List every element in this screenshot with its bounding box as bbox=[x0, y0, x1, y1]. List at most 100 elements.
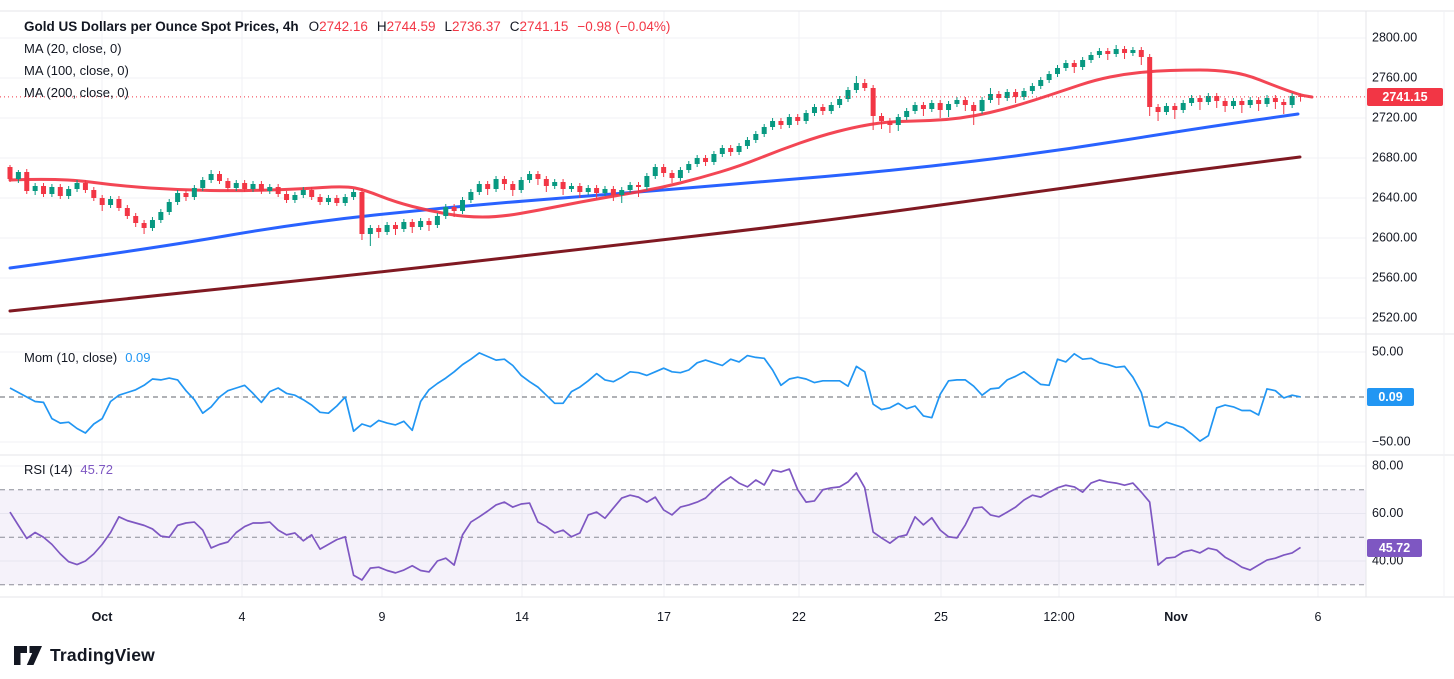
candle-body bbox=[610, 189, 616, 195]
candle-body bbox=[636, 185, 641, 187]
candle-body bbox=[677, 170, 683, 178]
candle-body bbox=[1298, 95, 1304, 97]
candle-body bbox=[1163, 106, 1169, 112]
axis-tick-label: 2680.00 bbox=[1372, 150, 1417, 164]
time-axis-label: 22 bbox=[792, 610, 806, 624]
candle-body bbox=[418, 221, 424, 227]
candle-body bbox=[962, 100, 968, 105]
ma200-legend[interactable]: MA (200, close, 0) bbox=[24, 85, 129, 100]
candle-body bbox=[1272, 98, 1278, 102]
candle-body bbox=[367, 228, 373, 234]
candle-body bbox=[108, 199, 114, 205]
candle-body bbox=[577, 186, 583, 192]
time-axis-label: 9 bbox=[379, 610, 386, 624]
tradingview-logo[interactable]: TradingView bbox=[14, 645, 155, 666]
candle-body bbox=[644, 176, 650, 187]
close-label: C bbox=[509, 19, 520, 34]
candle-body bbox=[1230, 101, 1236, 106]
candle-body bbox=[937, 103, 943, 110]
tradingview-glyph-icon bbox=[14, 646, 42, 665]
candle-body bbox=[619, 190, 625, 195]
candle-body bbox=[292, 195, 298, 200]
candle-body bbox=[1130, 50, 1136, 53]
candle-body bbox=[66, 189, 72, 196]
candle-body bbox=[351, 192, 357, 197]
candle-body bbox=[434, 216, 440, 225]
candle-body bbox=[703, 158, 709, 162]
symbol-title[interactable]: Gold US Dollars per Ounce Spot Prices, 4… bbox=[24, 19, 299, 34]
candle-body bbox=[1205, 96, 1211, 102]
candle-body bbox=[585, 188, 591, 192]
candle-body bbox=[862, 83, 868, 88]
candle-body bbox=[1122, 49, 1128, 53]
change-value: −0.98 (−0.04%) bbox=[577, 19, 671, 34]
candle-body bbox=[744, 140, 750, 146]
ma20-line bbox=[8, 68, 1314, 219]
candle-body bbox=[594, 188, 600, 193]
time-axis-label: 14 bbox=[515, 610, 529, 624]
candle-body bbox=[32, 186, 38, 191]
candle-body bbox=[317, 197, 323, 202]
time-axis-label: 4 bbox=[239, 610, 246, 624]
candle-body bbox=[124, 208, 130, 216]
mom-value-badge: 0.09 bbox=[1367, 388, 1414, 406]
candle-body bbox=[460, 200, 466, 211]
candle-body bbox=[91, 190, 97, 198]
candle-body bbox=[1055, 68, 1060, 74]
candle-body bbox=[853, 83, 859, 90]
candle-body bbox=[258, 184, 264, 191]
candle-body bbox=[158, 212, 164, 220]
candle-body bbox=[82, 183, 88, 190]
candle-body bbox=[74, 183, 80, 189]
candle-body bbox=[217, 174, 222, 181]
candle-body bbox=[728, 148, 734, 152]
axis-tick-label: 2800.00 bbox=[1372, 30, 1417, 44]
candle-body bbox=[233, 183, 239, 188]
candle-body bbox=[325, 198, 331, 202]
rsi-label[interactable]: RSI (14) bbox=[24, 462, 73, 477]
candle-body bbox=[954, 100, 960, 104]
candle-body bbox=[99, 198, 105, 205]
axis-tick-label: 50.00 bbox=[1372, 344, 1403, 358]
momentum-series-line bbox=[9, 352, 1301, 442]
axis-tick-label: 2640.00 bbox=[1372, 190, 1417, 204]
candle-body bbox=[7, 167, 13, 179]
candle-body bbox=[1155, 107, 1161, 112]
open-label: O bbox=[308, 19, 320, 34]
candle-body bbox=[376, 228, 382, 232]
axis-tick-label: −50.00 bbox=[1372, 434, 1411, 448]
candle-body bbox=[1063, 63, 1069, 68]
candle-body bbox=[225, 181, 231, 188]
candle-body bbox=[1172, 106, 1178, 110]
ma20-legend[interactable]: MA (20, close, 0) bbox=[24, 41, 122, 56]
candle-body bbox=[41, 186, 47, 194]
candle-body bbox=[57, 187, 63, 196]
low-label: L bbox=[444, 19, 452, 34]
candle-body bbox=[1289, 96, 1295, 105]
candle-body bbox=[1013, 92, 1019, 97]
candle-body bbox=[468, 192, 474, 200]
candle-body bbox=[1071, 63, 1077, 67]
candle-body bbox=[334, 198, 340, 203]
candle-body bbox=[384, 225, 390, 232]
candle-body bbox=[149, 220, 155, 228]
candle-body bbox=[786, 117, 792, 125]
candle-body bbox=[1021, 91, 1027, 97]
ma200-line bbox=[8, 155, 1302, 313]
time-scale[interactable] bbox=[0, 597, 1454, 635]
candle-body bbox=[1180, 103, 1186, 110]
ma100-legend[interactable]: MA (100, close, 0) bbox=[24, 63, 129, 78]
candle-body bbox=[242, 183, 248, 189]
momentum-label[interactable]: Mom (10, close) bbox=[24, 350, 118, 365]
candle-body bbox=[141, 223, 147, 228]
candle-body bbox=[49, 187, 55, 194]
candle-body bbox=[1222, 101, 1228, 106]
candle-body bbox=[1080, 60, 1086, 67]
candle-body bbox=[15, 172, 21, 179]
candle-body bbox=[1096, 51, 1102, 55]
candle-body bbox=[920, 105, 926, 109]
candle-body bbox=[485, 184, 491, 189]
momentum-legend: Mom (10, close) 0.09 bbox=[24, 350, 151, 365]
candle-body bbox=[1088, 55, 1094, 60]
